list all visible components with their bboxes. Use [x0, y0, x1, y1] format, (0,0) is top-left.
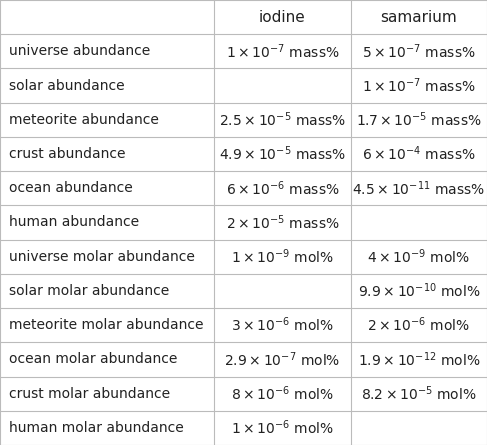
Text: meteorite abundance: meteorite abundance: [9, 113, 159, 127]
Text: human abundance: human abundance: [9, 215, 139, 230]
Text: $2.5\times10^{-5}$ mass%: $2.5\times10^{-5}$ mass%: [219, 110, 346, 129]
Text: universe abundance: universe abundance: [9, 44, 150, 58]
Text: $9.9\times10^{-10}$ mol%: $9.9\times10^{-10}$ mol%: [357, 282, 480, 300]
Text: $1\times10^{-7}$ mass%: $1\times10^{-7}$ mass%: [225, 42, 339, 61]
Text: universe molar abundance: universe molar abundance: [9, 250, 195, 264]
Text: meteorite molar abundance: meteorite molar abundance: [9, 318, 203, 332]
Text: $4.9\times10^{-5}$ mass%: $4.9\times10^{-5}$ mass%: [219, 145, 346, 163]
Text: $8.2\times10^{-5}$ mol%: $8.2\times10^{-5}$ mol%: [361, 384, 477, 403]
Text: $6\times10^{-4}$ mass%: $6\times10^{-4}$ mass%: [362, 145, 476, 163]
Text: $1\times10^{-6}$ mol%: $1\times10^{-6}$ mol%: [231, 419, 334, 437]
Text: crust abundance: crust abundance: [9, 147, 125, 161]
Text: human molar abundance: human molar abundance: [9, 421, 184, 435]
Text: $3\times10^{-6}$ mol%: $3\times10^{-6}$ mol%: [231, 316, 334, 335]
Text: solar molar abundance: solar molar abundance: [9, 284, 169, 298]
Text: $2\times10^{-5}$ mass%: $2\times10^{-5}$ mass%: [225, 213, 339, 232]
Text: $6\times10^{-6}$ mass%: $6\times10^{-6}$ mass%: [225, 179, 339, 198]
Text: solar abundance: solar abundance: [9, 79, 124, 93]
Text: $1.7\times10^{-5}$ mass%: $1.7\times10^{-5}$ mass%: [356, 110, 482, 129]
Text: $2\times10^{-6}$ mol%: $2\times10^{-6}$ mol%: [367, 316, 470, 335]
Text: $2.9\times10^{-7}$ mol%: $2.9\times10^{-7}$ mol%: [225, 350, 340, 369]
Text: $4\times10^{-9}$ mol%: $4\times10^{-9}$ mol%: [367, 247, 470, 266]
Text: iodine: iodine: [259, 10, 306, 24]
Text: $1\times10^{-9}$ mol%: $1\times10^{-9}$ mol%: [231, 247, 334, 266]
Text: $8\times10^{-6}$ mol%: $8\times10^{-6}$ mol%: [231, 384, 334, 403]
Text: $1\times10^{-7}$ mass%: $1\times10^{-7}$ mass%: [362, 76, 476, 95]
Text: $4.5\times10^{-11}$ mass%: $4.5\times10^{-11}$ mass%: [352, 179, 486, 198]
Text: samarium: samarium: [380, 10, 457, 24]
Text: $5\times10^{-7}$ mass%: $5\times10^{-7}$ mass%: [362, 42, 476, 61]
Text: $1.9\times10^{-12}$ mol%: $1.9\times10^{-12}$ mol%: [357, 350, 480, 369]
Text: ocean molar abundance: ocean molar abundance: [9, 352, 177, 366]
Text: ocean abundance: ocean abundance: [9, 181, 132, 195]
Text: crust molar abundance: crust molar abundance: [9, 387, 170, 400]
